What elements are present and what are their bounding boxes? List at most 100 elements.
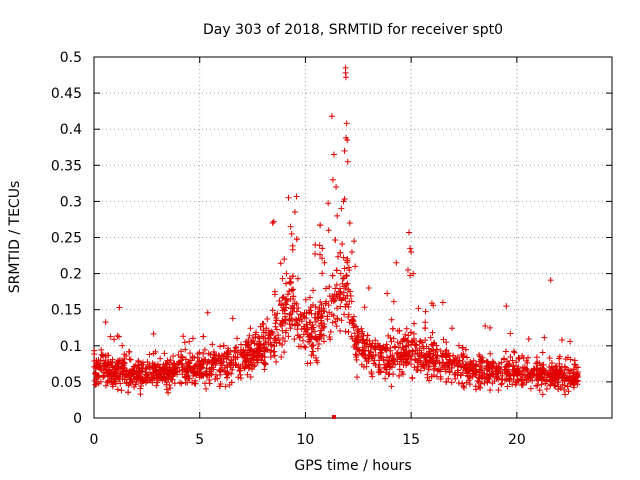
data-point [556,366,563,373]
data-point [503,376,510,383]
data-point [116,376,123,383]
data-point [278,302,285,309]
data-point [561,374,568,381]
data-point [388,316,395,323]
data-point [415,363,422,370]
data-point-peak [334,212,341,219]
data-point [339,280,346,287]
data-point [534,382,541,389]
data-point [356,347,363,354]
data-point [312,304,319,311]
data-point [430,302,437,309]
data-point [230,354,237,361]
data-point [369,373,376,380]
data-point [514,365,521,372]
data-point [319,270,326,277]
data-point [175,358,182,365]
data-point [279,341,286,348]
data-point [570,384,577,391]
data-point-zero [331,415,336,419]
data-point [481,379,488,386]
data-point [539,349,546,356]
data-point-peak [503,303,510,310]
x-tick-label: 10 [297,432,315,448]
data-point [365,347,372,354]
data-point [498,359,505,366]
data-point-peak [116,304,123,311]
data-point [246,332,253,339]
data-point [283,304,290,311]
data-point [390,335,397,342]
data-point [244,371,251,378]
data-point [309,348,316,355]
data-point [448,364,455,371]
data-point [519,352,526,359]
data-point [386,370,393,377]
y-tick-label: 0.35 [51,158,82,174]
data-point [342,328,349,335]
data-point [96,363,103,370]
data-point [115,363,122,370]
data-point [300,312,307,319]
data-point [260,329,267,336]
data-point [125,389,132,396]
data-point [261,354,268,361]
data-point [429,329,436,336]
data-point [266,334,273,341]
data-point [213,357,220,364]
data-point [326,309,333,316]
data-point [267,348,274,355]
data-point [201,346,208,353]
data-point [548,363,555,370]
data-point [570,366,577,373]
data-point [464,373,471,380]
data-point [287,325,294,332]
data-point [489,380,496,387]
data-point [403,342,410,349]
data-point [109,383,116,390]
data-point [186,350,193,357]
data-point [228,357,235,364]
data-point [269,307,276,314]
data-point-peak [325,227,332,234]
data-point [135,375,142,382]
data-point [533,382,540,389]
data-point [97,362,104,369]
data-point [400,371,407,378]
data-point [446,352,453,359]
data-point [316,242,323,249]
data-point [323,298,330,305]
data-point [186,338,193,345]
data-point [518,382,525,389]
data-point [293,193,300,200]
data-point [294,326,301,333]
data-point [533,375,540,382]
data-point-peak [348,248,355,255]
data-point [385,371,392,378]
data-point [495,368,502,375]
data-point [494,374,501,381]
data-point [294,275,301,282]
data-point [286,316,293,323]
data-point [262,361,269,368]
data-point-peak [329,176,336,183]
data-point [471,370,478,377]
data-point [421,353,428,360]
data-point [121,355,128,362]
data-point [343,273,350,280]
data-point [456,357,463,364]
data-point [396,372,403,379]
data-point [447,358,454,365]
data-point [125,370,132,377]
data-point [251,340,258,347]
data-point [212,375,219,382]
data-point [399,338,406,345]
data-point [205,350,212,357]
data-point [394,339,401,346]
data-point [484,359,491,366]
data-point [489,358,496,365]
data-point [372,351,379,358]
data-point [345,264,352,271]
data-point [182,369,189,376]
data-point [110,371,117,378]
